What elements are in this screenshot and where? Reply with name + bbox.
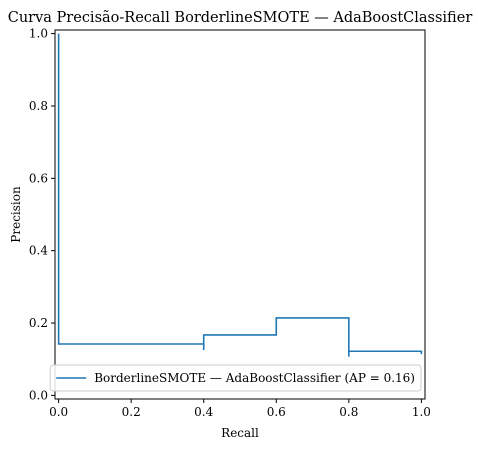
x-axis-label: Recall xyxy=(221,426,259,440)
x-tick-label: 0.0 xyxy=(49,405,68,419)
x-tick-label: 1.0 xyxy=(412,405,431,419)
x-tick-label: 0.6 xyxy=(267,405,286,419)
x-tick-label: 0.2 xyxy=(122,405,141,419)
y-tick-label: 0.4 xyxy=(29,244,48,258)
y-axis-label: Precision xyxy=(9,186,23,243)
plot-frame xyxy=(54,29,426,400)
chart-title: Curva Precisão-Recall BorderlineSMOTE — … xyxy=(8,10,473,26)
legend-box xyxy=(49,364,422,392)
y-tick-label: 0.0 xyxy=(29,388,48,402)
y-tick-label: 0.6 xyxy=(29,171,48,185)
x-tick-label: 0.8 xyxy=(339,405,358,419)
x-axis-ticks: 0.0 0.2 0.4 0.6 0.8 1.0 xyxy=(49,399,431,419)
legend-entry-label: BorderlineSMOTE — AdaBoostClassifier (AP… xyxy=(94,371,415,385)
legend: BorderlineSMOTE — AdaBoostClassifier (AP… xyxy=(49,364,422,392)
y-tick-label: 1.0 xyxy=(29,27,48,41)
y-tick-label: 0.8 xyxy=(29,99,48,113)
x-tick-label: 0.4 xyxy=(194,405,213,419)
series-layer xyxy=(57,33,423,357)
plot-border xyxy=(54,29,426,400)
pr-curve-line xyxy=(57,33,423,357)
y-tick-label: 0.2 xyxy=(29,316,48,330)
y-axis-ticks: 0.0 0.2 0.4 0.6 0.8 1.0 xyxy=(29,27,55,402)
